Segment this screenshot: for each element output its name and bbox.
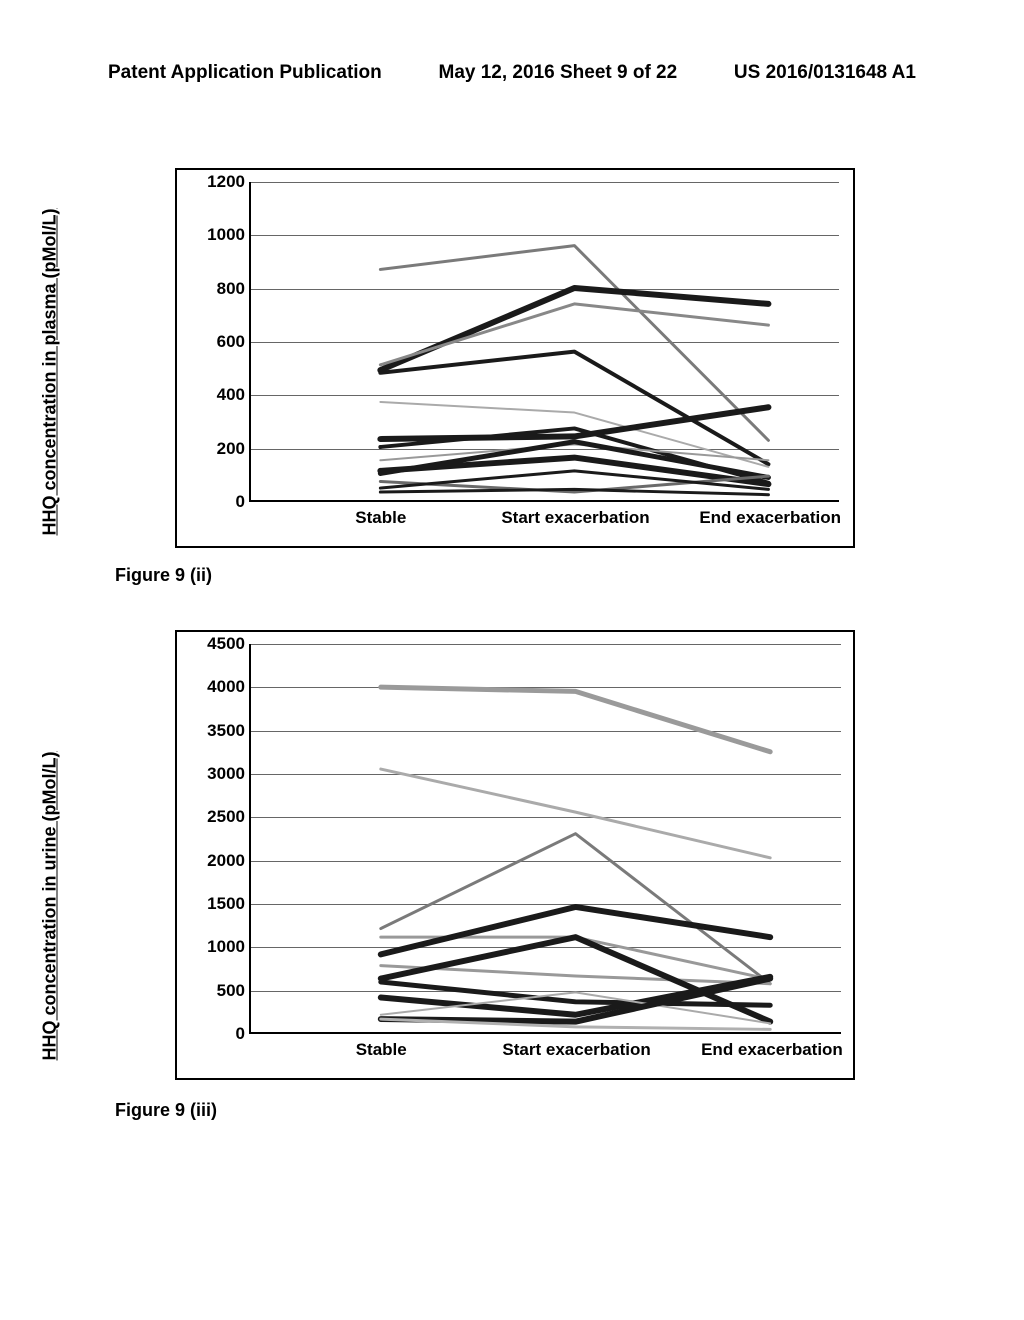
ytick-label: 0 <box>236 1024 251 1044</box>
chart2-ylabel: HHQ concentration in urine (pMol/L) <box>40 661 61 1061</box>
series-line <box>380 352 768 465</box>
chart-plasma-hhq: 0 200 400 600 800 1000 1200 Stable Start exacerb… <box>175 168 855 548</box>
ytick-label: 0 <box>236 492 251 512</box>
ytick-label: 500 <box>217 981 251 1001</box>
ytick-label: 1000 <box>207 937 251 957</box>
publication-number: US 2016/0131648 A1 <box>734 62 916 84</box>
series-line <box>381 769 770 858</box>
series-lines <box>251 644 841 1032</box>
ytick-label: 400 <box>217 385 251 405</box>
ytick-label: 800 <box>217 279 251 299</box>
series-line <box>381 687 770 752</box>
ytick-label: 200 <box>217 439 251 459</box>
ytick-label: 2500 <box>207 807 251 827</box>
series-line <box>380 288 768 370</box>
page-header: Patent Application Publication May 12, 2… <box>0 62 1024 84</box>
ytick-label: 4500 <box>207 634 251 654</box>
ytick-label: 600 <box>217 332 251 352</box>
ytick-label: 3500 <box>207 721 251 741</box>
ytick-label: 2000 <box>207 851 251 871</box>
xtick-label: Start exacerbation <box>502 1032 650 1060</box>
ytick-label: 1000 <box>207 225 251 245</box>
sheet-info: May 12, 2016 Sheet 9 of 22 <box>439 62 678 84</box>
series-line <box>380 304 768 365</box>
chart1-ylabel: HHQ concentration in plasma (pMol/L) <box>40 176 61 536</box>
series-line <box>381 907 770 954</box>
xtick-label: Start exacerbation <box>501 500 649 528</box>
chart2-caption: Figure 9 (iii) <box>115 1100 217 1121</box>
xtick-label: End exacerbation <box>699 500 841 528</box>
xtick-label: Stable <box>356 1032 407 1060</box>
ytick-label: 3000 <box>207 764 251 784</box>
chart1-plot-area: 020040060080010001200StableStart exacerb… <box>249 182 839 502</box>
xtick-label: Stable <box>355 500 406 528</box>
xtick-label: End exacerbation <box>701 1032 843 1060</box>
ytick-label: 1500 <box>207 894 251 914</box>
ytick-label: 1200 <box>207 172 251 192</box>
chart2-plot-area: 050010001500200025003000350040004500Stab… <box>249 644 841 1034</box>
series-line <box>381 937 770 979</box>
chart1-caption: Figure 9 (ii) <box>115 565 212 586</box>
publication-type: Patent Application Publication <box>108 62 382 84</box>
chart-urine-hhq: 0 500 1000 1500 2000 2500 3000 3500 4000 4500 Stab… <box>175 630 855 1080</box>
series-lines <box>251 182 839 500</box>
ytick-label: 4000 <box>207 677 251 697</box>
